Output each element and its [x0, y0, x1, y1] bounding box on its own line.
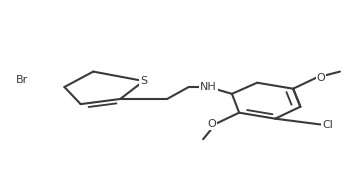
Text: NH: NH — [200, 82, 217, 92]
Text: Br: Br — [16, 75, 28, 85]
Text: Cl: Cl — [322, 120, 333, 130]
Text: O: O — [317, 73, 325, 83]
Text: O: O — [207, 119, 216, 129]
Text: S: S — [140, 76, 147, 86]
